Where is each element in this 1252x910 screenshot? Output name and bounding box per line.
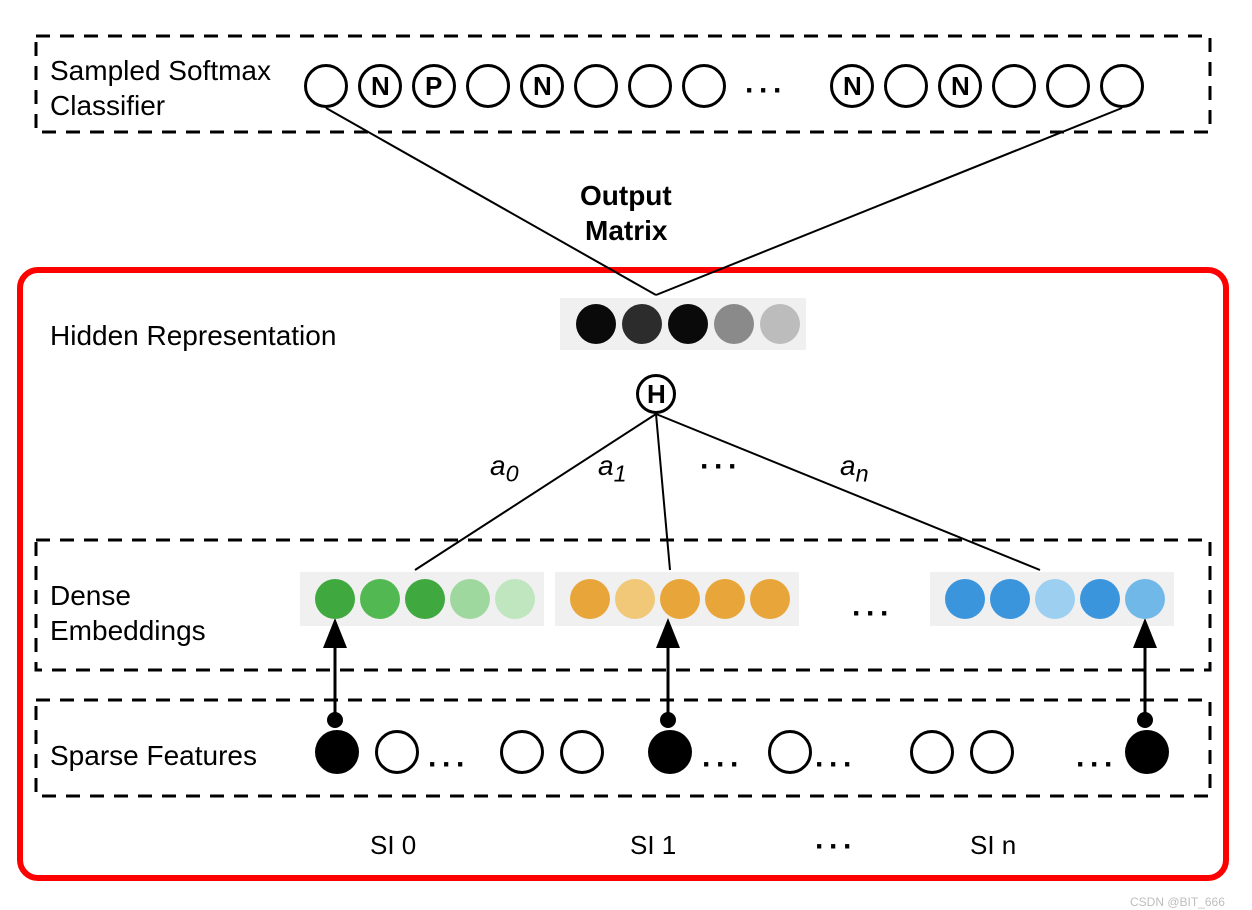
si0-label: SI 0 [370, 830, 416, 861]
emb-2-node-1 [990, 579, 1030, 619]
emb-2-node-0 [945, 579, 985, 619]
sparse-node-5 [768, 730, 812, 774]
hidden-node-2 [668, 304, 708, 344]
sparse-node-8 [1125, 730, 1169, 774]
sin-label: SI n [970, 830, 1016, 861]
emb-0-node-0 [315, 579, 355, 619]
dense-label-line1: Dense [50, 580, 131, 612]
softmax-letter-10: N [951, 71, 970, 102]
hidden-node-1 [622, 304, 662, 344]
output-label-line1: Output [580, 180, 672, 212]
hidden-label: Hidden Representation [50, 320, 336, 352]
attn-line-0 [415, 414, 656, 570]
sparse-node-7 [970, 730, 1014, 774]
sfn-ellipsis: ··· [1076, 748, 1118, 782]
sf0-ellipsis: ··· [428, 748, 470, 782]
sf1-ellipsis: ··· [702, 748, 744, 782]
attn-line-1 [656, 414, 670, 570]
hidden-node-0 [576, 304, 616, 344]
arrow-dot-2 [1137, 712, 1153, 728]
sfmid-ellipsis: ··· [815, 748, 857, 782]
emb-ellipsis: ··· [852, 597, 894, 631]
red-highlight-box [20, 270, 1226, 878]
emb-0-node-1 [360, 579, 400, 619]
simid-ellipsis: ··· [815, 830, 857, 864]
hidden-node-4 [760, 304, 800, 344]
sparse-node-0 [315, 730, 359, 774]
softmax-letter-4: N [533, 71, 552, 102]
si1-label: SI 1 [630, 830, 676, 861]
softmax-letter-2: P [425, 71, 442, 102]
watermark: CSDN @BIT_666 [1130, 895, 1225, 909]
emb-2-node-3 [1080, 579, 1120, 619]
diagram-stage: Sampled Softmax Classifier Output Matrix… [0, 0, 1252, 910]
emb-1-node-4 [750, 579, 790, 619]
softmax-label-line1: Sampled Softmax [50, 55, 271, 87]
softmax-node-13 [1100, 64, 1144, 108]
emb-1-node-0 [570, 579, 610, 619]
arrow-dot-1 [660, 712, 676, 728]
softmax-ellipsis: ··· [745, 74, 787, 108]
h-node-letter: H [647, 379, 666, 410]
softmax-label-line2: Classifier [50, 90, 165, 122]
attn-line-2 [656, 414, 1040, 570]
sparse-node-1 [375, 730, 419, 774]
emb-2-node-2 [1035, 579, 1075, 619]
emb-1-node-3 [705, 579, 745, 619]
sparse-node-2 [500, 730, 544, 774]
emb-0-node-2 [405, 579, 445, 619]
output-label-line2: Matrix [585, 215, 667, 247]
softmax-node-7 [682, 64, 726, 108]
arrow-dot-0 [327, 712, 343, 728]
softmax-conn-right [656, 108, 1122, 295]
softmax-node-0 [304, 64, 348, 108]
softmax-node-6 [628, 64, 672, 108]
sparse-node-4 [648, 730, 692, 774]
dense-label-line2: Embeddings [50, 615, 206, 647]
sparse-label: Sparse Features [50, 740, 257, 772]
softmax-node-11 [992, 64, 1036, 108]
softmax-node-12 [1046, 64, 1090, 108]
an-label: an [840, 450, 869, 488]
softmax-node-5 [574, 64, 618, 108]
a0-label: a0 [490, 450, 519, 488]
softmax-node-3 [466, 64, 510, 108]
emb-1-node-1 [615, 579, 655, 619]
sparse-node-3 [560, 730, 604, 774]
emb-1-node-2 [660, 579, 700, 619]
softmax-letter-1: N [371, 71, 390, 102]
a1-label: a1 [598, 450, 627, 488]
softmax-node-9 [884, 64, 928, 108]
attn-ellipsis: ··· [700, 450, 742, 484]
emb-0-node-3 [450, 579, 490, 619]
hidden-node-3 [714, 304, 754, 344]
softmax-letter-8: N [843, 71, 862, 102]
emb-2-node-4 [1125, 579, 1165, 619]
sparse-node-6 [910, 730, 954, 774]
emb-0-node-4 [495, 579, 535, 619]
